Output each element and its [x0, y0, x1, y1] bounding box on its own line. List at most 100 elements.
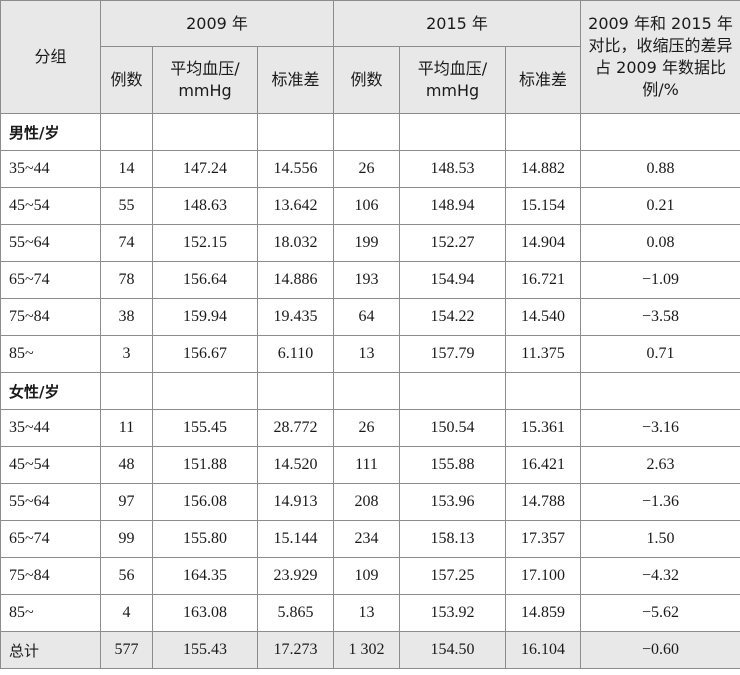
cell-sd-2015: 15.154	[505, 187, 581, 225]
cell-diff-pct: −1.36	[580, 483, 740, 521]
row-label: 55~64	[0, 224, 101, 262]
row-label: 85~	[0, 335, 101, 373]
cell-mean-bp-2015: 153.92	[399, 594, 506, 632]
cell-sd-2009: 15.144	[257, 520, 334, 558]
cell-mean-bp-2009: 151.88	[152, 446, 258, 484]
cell-diff-pct: 0.88	[580, 150, 740, 188]
cell-sd-2009: 17.273	[257, 631, 334, 669]
cell-sd-2015: 16.104	[505, 631, 581, 669]
cell-mean-bp-2009: 155.80	[152, 520, 258, 558]
cell-count-2015: 199	[333, 224, 400, 262]
cell-diff-pct: −4.32	[580, 557, 740, 595]
cell-sd-2015: 14.882	[505, 150, 581, 188]
female-section-label: 女性/岁	[0, 372, 101, 410]
total-row: 总计 577 155.43 17.273 1 302 154.50 16.104 −0.60	[0, 631, 740, 669]
cell-count-2009: 38	[100, 298, 153, 336]
header-sd-2015: 标准差	[505, 46, 581, 114]
cell-diff-pct: 2.63	[580, 446, 740, 484]
empty-cell	[333, 113, 400, 151]
cell-mean-bp-2009: 156.08	[152, 483, 258, 521]
row-label: 35~44	[0, 150, 101, 188]
cell-sd-2009: 14.913	[257, 483, 334, 521]
cell-mean-bp-2009: 152.15	[152, 224, 258, 262]
table-header: 分组 2009 年 2015 年 2009 年和 2015 年对比，收缩压的差异…	[0, 0, 740, 114]
row-label: 35~44	[0, 409, 101, 447]
cell-count-2015: 26	[333, 150, 400, 188]
row-label: 总计	[0, 631, 101, 669]
cell-count-2015: 234	[333, 520, 400, 558]
cell-count-2015: 26	[333, 409, 400, 447]
cell-mean-bp-2015: 148.94	[399, 187, 506, 225]
cell-diff-pct: −5.62	[580, 594, 740, 632]
cell-count-2015: 64	[333, 298, 400, 336]
cell-count-2009: 74	[100, 224, 153, 262]
cell-diff-pct: 1.50	[580, 520, 740, 558]
header-year-2015: 2015 年	[333, 0, 581, 47]
table-row: 75~84 56 164.35 23.929 109 157.25 17.100 −4.32	[0, 557, 740, 595]
cell-mean-bp-2009: 156.67	[152, 335, 258, 373]
male-section-row: 男性/岁	[0, 113, 740, 151]
row-label: 55~64	[0, 483, 101, 521]
table-row: 85~ 4 163.08 5.865 13 153.92 14.859 −5.62	[0, 594, 740, 632]
cell-mean-bp-2015: 148.53	[399, 150, 506, 188]
cell-mean-bp-2009: 155.45	[152, 409, 258, 447]
cell-count-2009: 99	[100, 520, 153, 558]
cell-mean-bp-2015: 152.27	[399, 224, 506, 262]
cell-mean-bp-2009: 156.64	[152, 261, 258, 299]
cell-diff-pct: 0.21	[580, 187, 740, 225]
cell-mean-bp-2009: 155.43	[152, 631, 258, 669]
cell-mean-bp-2009: 147.24	[152, 150, 258, 188]
cell-sd-2015: 16.721	[505, 261, 581, 299]
cell-count-2009: 56	[100, 557, 153, 595]
table-row: 45~54 48 151.88 14.520 111 155.88 16.421 2.63	[0, 446, 740, 484]
row-label: 75~84	[0, 298, 101, 336]
cell-mean-bp-2015: 154.50	[399, 631, 506, 669]
cell-mean-bp-2015: 157.79	[399, 335, 506, 373]
empty-cell	[580, 372, 740, 410]
header-year-2009: 2009 年	[100, 0, 334, 47]
table-row: 35~44 14 147.24 14.556 26 148.53 14.882 0.88	[0, 150, 740, 188]
table-row: 55~64 74 152.15 18.032 199 152.27 14.904 0.08	[0, 224, 740, 262]
table-row: 75~84 38 159.94 19.435 64 154.22 14.540 −3.58	[0, 298, 740, 336]
cell-count-2015: 193	[333, 261, 400, 299]
table-row: 65~74 99 155.80 15.144 234 158.13 17.357 1.50	[0, 520, 740, 558]
cell-mean-bp-2009: 148.63	[152, 187, 258, 225]
cell-mean-bp-2009: 163.08	[152, 594, 258, 632]
table-row: 45~54 55 148.63 13.642 106 148.94 15.154 0.21	[0, 187, 740, 225]
empty-cell	[505, 113, 581, 151]
cell-count-2009: 4	[100, 594, 153, 632]
cell-count-2009: 97	[100, 483, 153, 521]
cell-count-2015: 106	[333, 187, 400, 225]
cell-count-2009: 55	[100, 187, 153, 225]
cell-sd-2015: 16.421	[505, 446, 581, 484]
table-body: 男性/岁 35~44 14 147.24 14.556 26 148.53 14.882 0.8…	[0, 113, 740, 669]
cell-diff-pct: −3.58	[580, 298, 740, 336]
cell-sd-2009: 23.929	[257, 557, 334, 595]
cell-mean-bp-2009: 164.35	[152, 557, 258, 595]
row-label: 45~54	[0, 187, 101, 225]
female-section-row: 女性/岁	[0, 372, 740, 410]
cell-mean-bp-2015: 150.54	[399, 409, 506, 447]
cell-sd-2015: 17.100	[505, 557, 581, 595]
row-label: 85~	[0, 594, 101, 632]
cell-count-2015: 13	[333, 335, 400, 373]
empty-cell	[100, 113, 153, 151]
cell-sd-2015: 11.375	[505, 335, 581, 373]
cell-count-2015: 109	[333, 557, 400, 595]
cell-count-2015: 1 302	[333, 631, 400, 669]
cell-mean-bp-2015: 154.94	[399, 261, 506, 299]
header-count-2015: 例数	[333, 46, 400, 114]
empty-cell	[333, 372, 400, 410]
cell-count-2009: 78	[100, 261, 153, 299]
header-group: 分组	[0, 0, 101, 114]
cell-sd-2015: 14.540	[505, 298, 581, 336]
cell-count-2015: 13	[333, 594, 400, 632]
header-comparison: 2009 年和 2015 年对比，收缩压的差异占 2009 年数据比例/%	[580, 0, 740, 114]
cell-count-2009: 14	[100, 150, 153, 188]
cell-sd-2015: 15.361	[505, 409, 581, 447]
cell-sd-2015: 14.859	[505, 594, 581, 632]
cell-sd-2009: 13.642	[257, 187, 334, 225]
cell-mean-bp-2015: 154.22	[399, 298, 506, 336]
empty-cell	[399, 113, 506, 151]
